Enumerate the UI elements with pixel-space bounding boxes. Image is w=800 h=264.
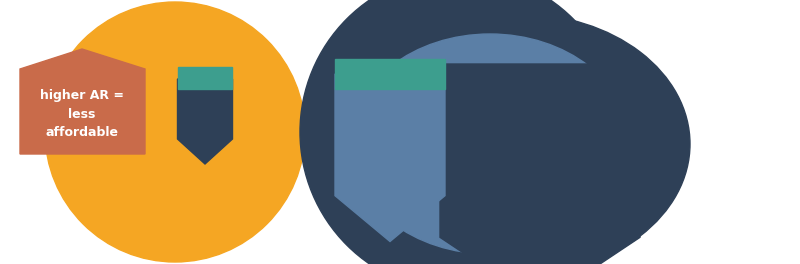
Text: higher AR =
less
affordable: higher AR = less affordable [40, 89, 124, 139]
Circle shape [45, 2, 305, 262]
Polygon shape [178, 79, 233, 164]
Polygon shape [335, 74, 445, 242]
FancyBboxPatch shape [335, 59, 445, 89]
Polygon shape [20, 49, 145, 154]
Ellipse shape [350, 34, 630, 254]
Circle shape [300, 0, 620, 264]
Ellipse shape [350, 14, 690, 264]
Polygon shape [440, 64, 640, 264]
FancyBboxPatch shape [178, 67, 232, 89]
